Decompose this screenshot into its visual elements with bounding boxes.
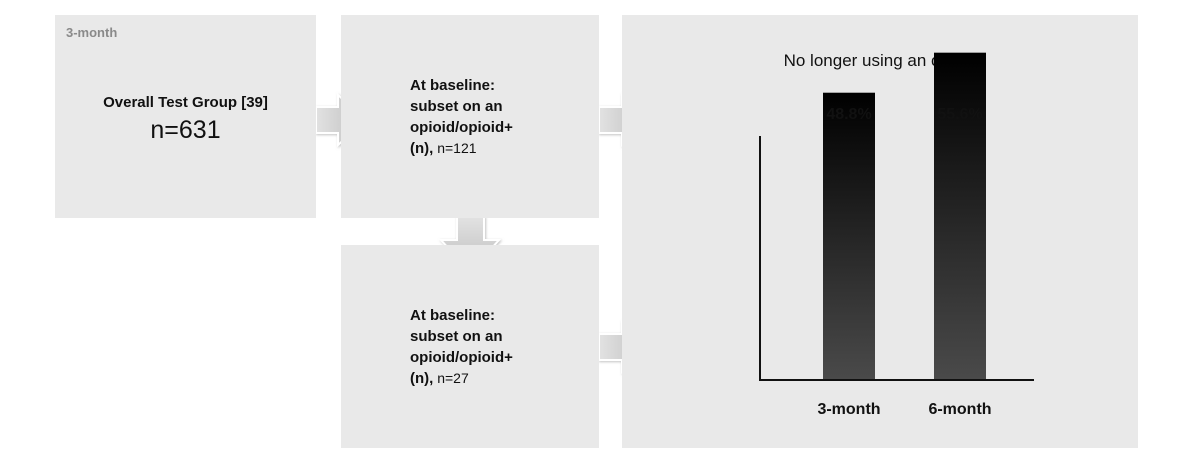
baseline-subset-27-box: At baseline: subset on an opioid/opioid+…	[341, 245, 599, 448]
baseline-subset-121-text: At baseline: subset on an opioid/opioid+…	[410, 75, 513, 159]
baseline-line-2: subset on an	[410, 98, 503, 115]
chart-value-labels: 48.8% 55.6%	[826, 106, 982, 123]
baseline-line-3: opioid/opioid+	[410, 349, 513, 366]
baseline-subset-27-text: At baseline: subset on an opioid/opioid+…	[410, 305, 513, 389]
baseline-n-label: (n),	[410, 370, 434, 387]
value-label-6-month: 55.6%	[937, 106, 982, 123]
baseline-line-4: (n), n=121	[410, 138, 513, 159]
chart-box: No longer using an opioid 48.8% 55.6% 3-m…	[622, 15, 1138, 448]
chart-bars	[823, 52, 986, 380]
category-label-6-month: 6-month	[928, 401, 991, 418]
timepoint-tag: 3-month	[66, 25, 118, 40]
baseline-n-value: n=27	[433, 370, 469, 386]
overall-group-title: Overall Test Group [39]	[103, 94, 268, 111]
baseline-line-3: opioid/opioid+	[410, 119, 513, 136]
baseline-subset-121-box: At baseline: subset on an opioid/opioid+…	[341, 15, 599, 218]
baseline-line-1: At baseline:	[410, 307, 496, 324]
baseline-n-value: n=121	[433, 140, 477, 156]
value-label-3-month: 48.8%	[826, 106, 871, 123]
baseline-line-2: subset on an	[410, 328, 503, 345]
bar-3-month	[823, 92, 875, 380]
overall-group-n: n=631	[150, 116, 221, 144]
baseline-line-4: (n), n=27	[410, 368, 513, 389]
chart-title: No longer using an opioid	[783, 51, 977, 70]
baseline-line-1: At baseline:	[410, 77, 496, 94]
chart-category-labels: 3-month 6-month	[817, 401, 991, 418]
overall-test-group-box: 3-month Overall Test Group [39] n=631	[55, 15, 316, 218]
category-label-3-month: 3-month	[817, 401, 880, 418]
bar-chart: 48.8% 55.6% 3-month 6-month	[759, 52, 1034, 418]
bar-6-month	[934, 52, 986, 380]
baseline-n-label: (n),	[410, 140, 434, 157]
